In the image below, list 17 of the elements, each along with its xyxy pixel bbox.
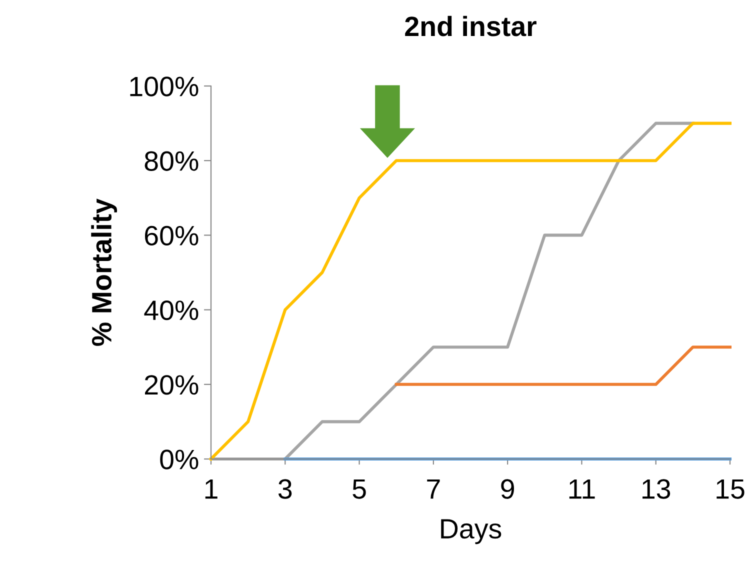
x-tick-label: 1 xyxy=(205,479,218,499)
y-tick-label: 60% xyxy=(145,226,198,246)
y-tick-label: 20% xyxy=(144,375,198,395)
x-tick-label: 13 xyxy=(642,479,670,499)
x-axis-title: Days xyxy=(441,519,502,544)
x-tick-label: 3 xyxy=(278,479,292,499)
chart-title: 2nd instar xyxy=(405,16,536,36)
y-tick-label: 40% xyxy=(144,300,198,320)
y-axis-title: % Mortality xyxy=(91,198,118,346)
y-tick-label: 0% xyxy=(160,450,198,470)
x-tick-label: 9 xyxy=(501,479,514,499)
x-tick-label: 11 xyxy=(569,479,595,499)
y-tick-label: 100% xyxy=(130,76,198,96)
x-tick-label: 5 xyxy=(352,479,366,499)
y-tick-label: 80% xyxy=(144,151,198,171)
x-tick-label: 7 xyxy=(427,479,440,499)
x-tick-label: 15 xyxy=(716,479,744,499)
